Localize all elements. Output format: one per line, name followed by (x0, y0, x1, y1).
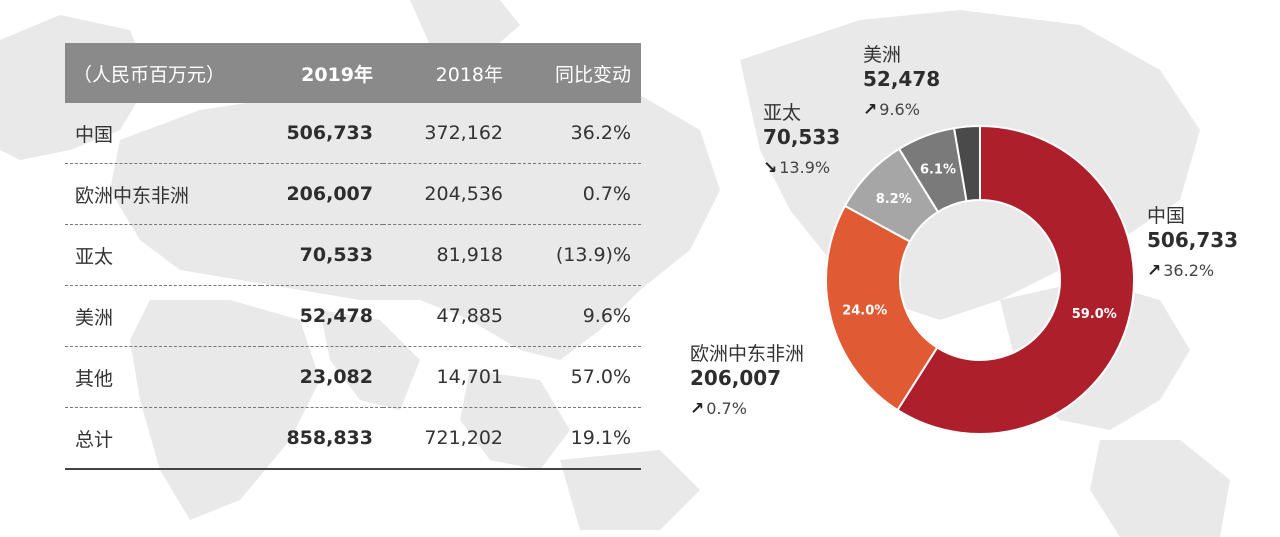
row-2018: 721,202 (383, 407, 513, 470)
callout-name: 亚太 (763, 102, 802, 124)
row-region: 总计 (65, 407, 261, 470)
callout-value: 506,733 (1147, 227, 1239, 252)
table-header-row: （人民币百万元） 2019年 2018年 同比变动 (65, 43, 641, 103)
row-2019: 206,007 (261, 163, 383, 225)
row-yoy: 9.6% (513, 285, 641, 347)
row-region: 中国 (65, 103, 261, 164)
row-yoy: 0.7% (513, 163, 641, 225)
row-region: 欧洲中东非洲 (65, 163, 261, 225)
row-yoy: 57.0% (513, 346, 641, 408)
row-region: 亚太 (65, 224, 261, 286)
row-2018: 14,701 (383, 346, 513, 408)
row-2019: 858,833 (261, 407, 383, 470)
row-2019: 70,533 (261, 224, 383, 286)
callout-name: 中国 (1147, 205, 1186, 227)
callout-china: 中国 506,733 ↗ 36.2% (1147, 205, 1238, 281)
callout-change-value: 13.9% (779, 157, 831, 177)
row-region: 美洲 (65, 285, 261, 347)
donut-slice-2 (825, 204, 939, 412)
arrow-up-right-icon: ↗ (690, 398, 705, 419)
callout-value: 52,478 (863, 66, 941, 91)
header-2018: 2018年 (383, 43, 513, 103)
row-2018: 47,885 (383, 285, 513, 347)
callout-change: ↗ 9.6% (863, 100, 940, 120)
table-row: 美洲 52,478 47,885 9.6% (65, 285, 641, 347)
row-2018: 81,918 (383, 224, 513, 286)
callout-name: 美洲 (863, 44, 902, 66)
table-row: 其他 23,082 14,701 57.0% (65, 346, 641, 408)
row-2019: 52,478 (261, 285, 383, 347)
donut-slice-label-4: 6.1% (920, 163, 956, 178)
callout-change: ↘ 13.9% (763, 158, 840, 178)
row-yoy: 19.1% (513, 407, 641, 470)
header-yoy: 同比变动 (513, 43, 641, 103)
callout-change-value: 0.7% (706, 398, 747, 418)
callout-americas: 美洲 52,478 ↗ 9.6% (863, 44, 940, 120)
row-yoy: 36.2% (513, 103, 641, 164)
callout-emea: 欧洲中东非洲 206,007 ↗ 0.7% (690, 343, 804, 419)
donut-slice-label-1: 59.0% (1072, 307, 1117, 322)
callout-value: 70,533 (763, 124, 841, 149)
arrow-down-right-icon: ↘ (763, 157, 778, 178)
row-yoy: (13.9)% (513, 224, 641, 286)
callout-change-value: 9.6% (879, 99, 920, 119)
donut-slice-1 (896, 124, 1135, 435)
arrow-up-right-icon: ↗ (1147, 260, 1162, 281)
row-region: 其他 (65, 346, 261, 408)
table-row: 欧洲中东非洲 206,007 204,536 0.7% (65, 163, 641, 225)
row-2018: 204,536 (383, 163, 513, 225)
row-2019: 506,733 (261, 103, 383, 164)
callout-name: 欧洲中东非洲 (690, 343, 805, 365)
donut-slice-5 (952, 124, 981, 203)
arrow-up-right-icon: ↗ (863, 99, 878, 120)
row-2018: 372,162 (383, 103, 513, 164)
table-row: 中国 506,733 372,162 36.2% (65, 103, 641, 164)
revenue-by-region-table: （人民币百万元） 2019年 2018年 同比变动 中国 506,733 372… (65, 43, 641, 470)
donut-slice-label-2: 24.0% (842, 304, 887, 319)
donut-slice-label-3: 8.2% (876, 192, 912, 207)
callout-apac: 亚太 70,533 ↘ 13.9% (763, 102, 840, 178)
row-2019: 23,082 (261, 346, 383, 408)
callout-value: 206,007 (690, 365, 782, 390)
callout-change: ↗ 0.7% (690, 399, 804, 419)
header-2019: 2019年 (261, 43, 383, 103)
callout-change-value: 36.2% (1163, 260, 1215, 280)
callout-change: ↗ 36.2% (1147, 261, 1238, 281)
table-row: 亚太 70,533 81,918 (13.9)% (65, 224, 641, 286)
table-row-total: 总计 858,833 721,202 19.1% (65, 407, 641, 470)
donut-chart: 59.0% 24.0% 8.2% 6.1% (825, 124, 1135, 435)
header-unit: （人民币百万元） (65, 43, 261, 103)
